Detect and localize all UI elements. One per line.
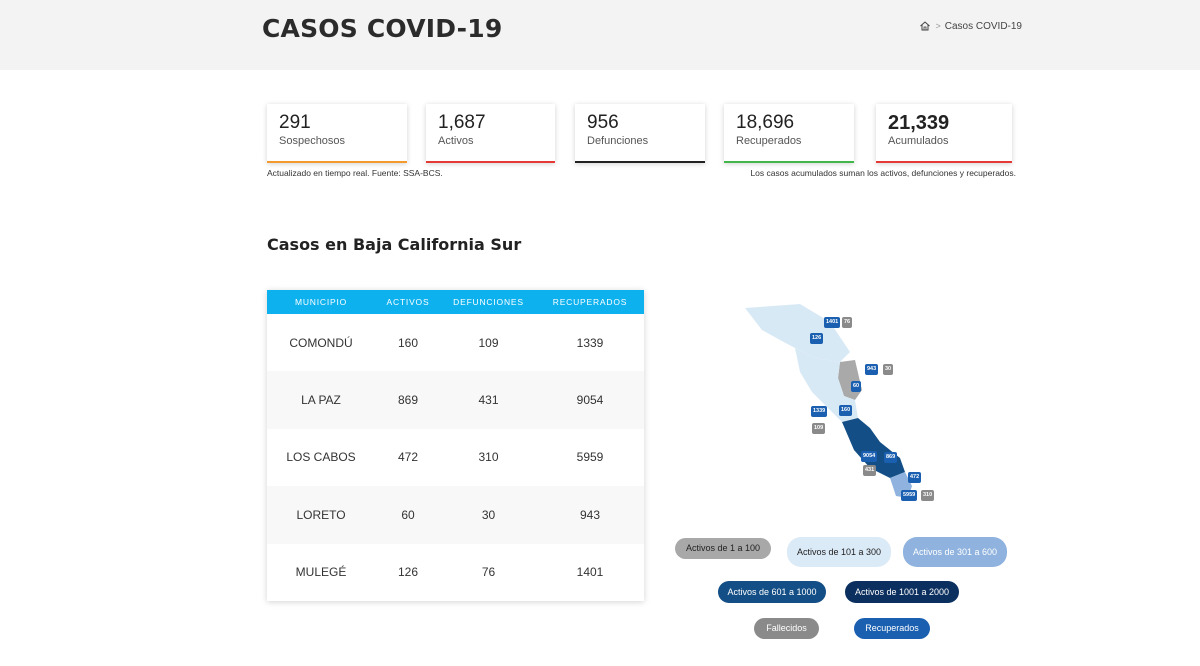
map-pin[interactable]: 943 xyxy=(865,364,879,375)
map-pin[interactable]: 310 xyxy=(921,490,935,501)
stat-label: Defunciones xyxy=(587,135,649,147)
cell-activos: 126 xyxy=(397,565,419,580)
cell-municipio: LOS CABOS xyxy=(286,450,356,465)
breadcrumb-separator: > xyxy=(935,21,941,31)
column-header-recuperados: RECUPERADOS xyxy=(536,290,644,314)
municipios-table: MUNICIPIO ACTIVOS DEFUNCIONES RECUPERADO… xyxy=(267,290,644,601)
section-title: Casos en Baja California Sur xyxy=(267,235,522,254)
stat-card-sospechosos: 291 Sospechosos xyxy=(267,104,407,163)
stat-label: Recuperados xyxy=(736,135,802,147)
stat-value: 21,339 xyxy=(888,112,950,134)
home-icon[interactable] xyxy=(919,20,931,32)
bcs-map[interactable]: 1401 76 126 943 30 60 160 1339 109 9054 … xyxy=(740,300,950,510)
map-pin[interactable]: 1401 xyxy=(824,317,841,328)
region-la-paz[interactable] xyxy=(842,418,905,478)
legend-activos-601-1000[interactable]: Activos de 601 a 1000 xyxy=(718,581,826,603)
legend-recuperados[interactable]: Recuperados xyxy=(854,618,930,639)
map-pin[interactable]: 431 xyxy=(863,465,877,476)
legend-activos-1-100[interactable]: Activos de 1 a 100 xyxy=(675,538,771,559)
map-pin[interactable]: 76 xyxy=(842,317,853,328)
cell-defunciones: 431 xyxy=(478,393,499,408)
legend-activos-301-600[interactable]: Activos de 301 a 600 xyxy=(903,537,1007,567)
cell-defunciones: 76 xyxy=(481,565,496,580)
cell-municipio: COMONDÚ xyxy=(289,335,353,350)
column-header-defunciones: DEFUNCIONES xyxy=(441,290,536,314)
map-svg xyxy=(745,304,912,498)
accumulated-note: Los casos acumulados suman los activos, … xyxy=(750,168,1016,178)
cell-activos: 60 xyxy=(401,507,415,522)
legend-fallecidos[interactable]: Fallecidos xyxy=(754,618,819,639)
stat-label: Activos xyxy=(438,135,474,147)
region-mulege[interactable] xyxy=(745,304,850,362)
map-pin[interactable]: 869 xyxy=(884,452,898,463)
cell-recuperados: 943 xyxy=(579,507,601,522)
column-header-municipio: MUNICIPIO xyxy=(267,290,375,314)
stat-card-recuperados: 18,696 Recuperados xyxy=(724,104,854,163)
cell-municipio: MULEGÉ xyxy=(295,565,347,580)
cell-municipio: LORETO xyxy=(296,507,346,522)
map-pin[interactable]: 472 xyxy=(908,472,922,483)
cell-activos: 869 xyxy=(397,393,419,408)
table-row: COMONDÚ 160 109 1339 xyxy=(267,314,644,371)
cell-defunciones: 30 xyxy=(481,507,496,522)
map-pin[interactable]: 30 xyxy=(883,364,894,375)
table-row: LOS CABOS 472 310 5959 xyxy=(267,429,644,486)
cell-recuperados: 1401 xyxy=(576,565,604,580)
cell-activos: 160 xyxy=(397,335,419,350)
breadcrumb-current: Casos COVID-19 xyxy=(944,20,1022,32)
legend-activos-1001-2000[interactable]: Activos de 1001 a 2000 xyxy=(845,581,959,603)
breadcrumb: > Casos COVID-19 xyxy=(919,20,1022,32)
map-pin[interactable]: 60 xyxy=(851,381,862,392)
table-header-row: MUNICIPIO ACTIVOS DEFUNCIONES RECUPERADO… xyxy=(267,290,644,314)
cell-defunciones: 310 xyxy=(478,450,499,465)
cell-recuperados: 5959 xyxy=(576,450,604,465)
cell-recuperados: 9054 xyxy=(576,393,604,408)
cell-activos: 472 xyxy=(397,450,419,465)
stat-value: 18,696 xyxy=(736,112,795,133)
stat-value: 1,687 xyxy=(438,112,486,133)
stat-card-defunciones: 956 Defunciones xyxy=(575,104,705,163)
region-comondu[interactable] xyxy=(795,348,858,422)
cell-recuperados: 1339 xyxy=(576,335,604,350)
table-row: MULEGÉ 126 76 1401 xyxy=(267,544,644,601)
map-pin[interactable]: 5959 xyxy=(901,490,918,501)
map-pin[interactable]: 126 xyxy=(810,333,824,344)
stat-label: Sospechosos xyxy=(279,135,346,147)
map-pin[interactable]: 109 xyxy=(812,423,826,434)
map-pin[interactable]: 9054 xyxy=(861,451,878,462)
stat-card-acumulados: 21,339 Acumulados xyxy=(876,104,1012,163)
map-pin[interactable]: 160 xyxy=(839,405,853,416)
legend-activos-101-300[interactable]: Activos de 101 a 300 xyxy=(787,537,891,567)
stat-card-activos: 1,687 Activos xyxy=(426,104,555,163)
column-header-activos: ACTIVOS xyxy=(375,290,441,314)
table-row: LORETO 60 30 943 xyxy=(267,486,644,544)
page-title: CASOS COVID-19 xyxy=(262,14,503,43)
stat-value: 291 xyxy=(279,112,311,133)
cell-municipio: LA PAZ xyxy=(301,393,341,408)
cell-defunciones: 109 xyxy=(478,335,499,350)
source-note: Actualizado en tiempo real. Fuente: SSA-… xyxy=(267,168,443,178)
stat-label: Acumulados xyxy=(888,135,949,147)
stat-value: 956 xyxy=(587,112,619,133)
table-row: LA PAZ 869 431 9054 xyxy=(267,371,644,429)
page-header: CASOS COVID-19 > Casos COVID-19 xyxy=(0,0,1200,70)
map-pin[interactable]: 1339 xyxy=(811,406,828,417)
